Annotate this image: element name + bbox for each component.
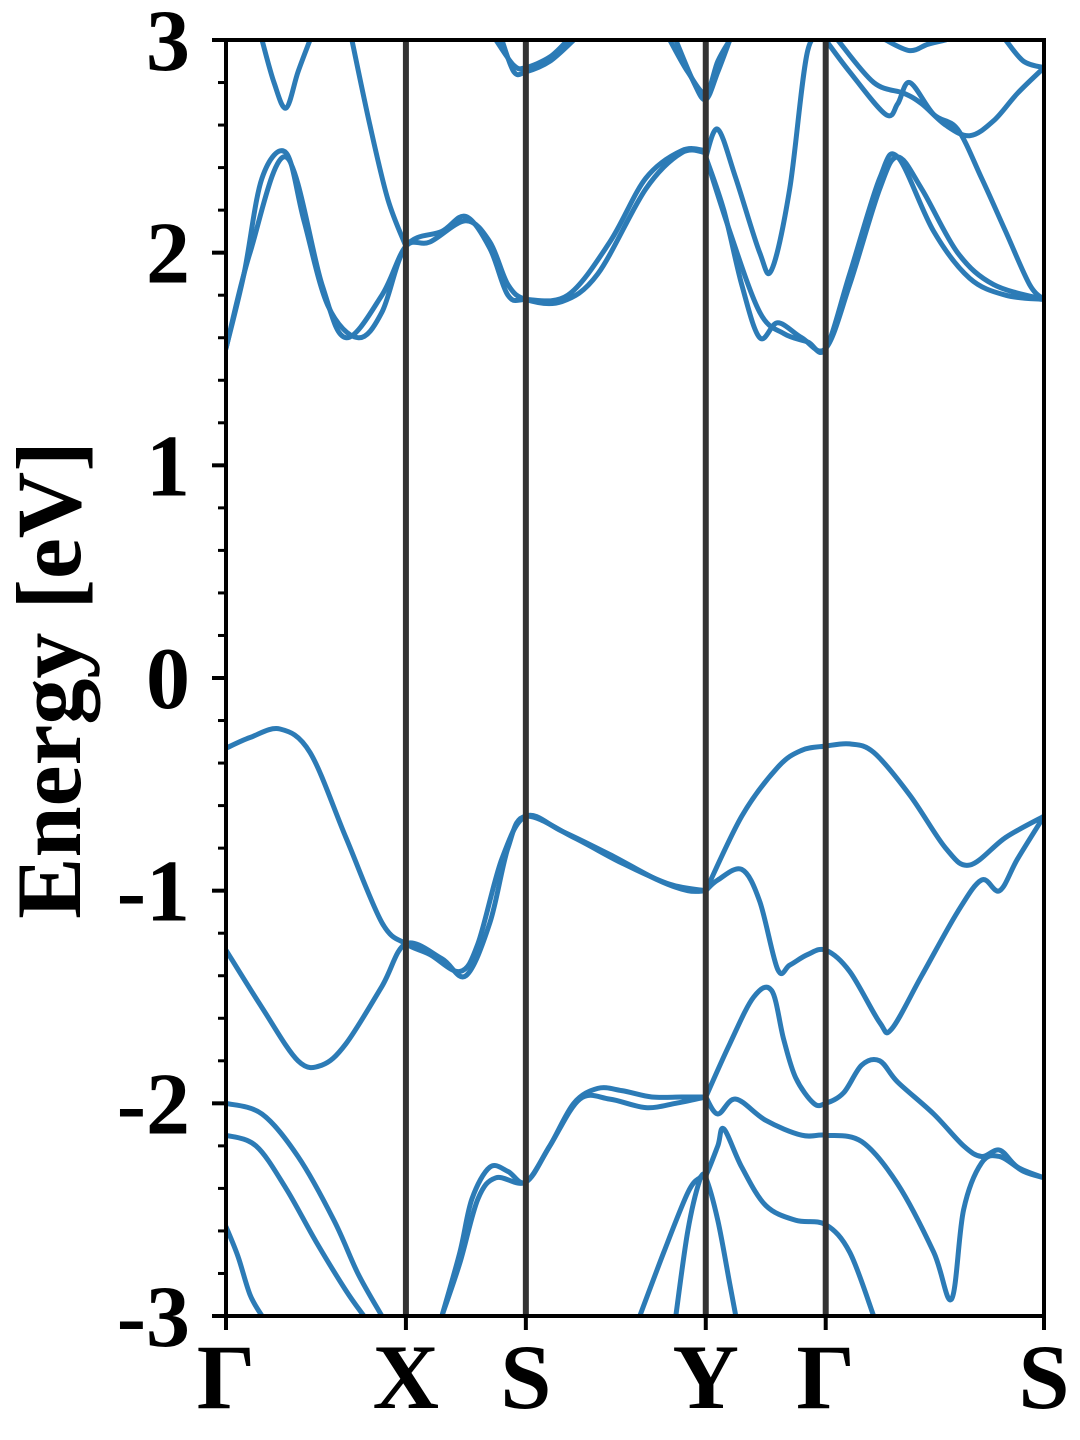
band-line-8 <box>439 1085 709 1316</box>
band-line-9 <box>439 1092 709 1316</box>
band-line-5 <box>226 1100 385 1316</box>
band-line-19 <box>259 40 313 111</box>
band-line-1 <box>226 726 709 975</box>
band-line-14 <box>226 147 709 351</box>
band-line-20 <box>349 40 409 249</box>
high-symmetry-lines <box>402 40 829 1316</box>
y-ticks: -3 -2 -1 0 1 2 3 <box>117 0 226 1366</box>
y-tick-label: 3 <box>146 0 190 90</box>
band-line-18 <box>703 151 1044 356</box>
band-lines <box>226 40 1044 1316</box>
x-tick-label: Γ <box>197 1326 256 1428</box>
y-tick-label: 0 <box>146 631 190 728</box>
band-line-15 <box>226 146 709 351</box>
band-line-26 <box>835 40 1044 139</box>
band-line-2 <box>226 813 709 1071</box>
band-line-28 <box>1003 40 1044 71</box>
band-line-4 <box>703 741 1044 894</box>
x-tick-label: S <box>1018 1326 1069 1428</box>
x-tick-label: Γ <box>796 1326 855 1428</box>
y-tick-label: -1 <box>117 844 190 941</box>
band-line-12 <box>703 984 1044 1181</box>
axes <box>224 38 1046 1318</box>
band-line-13 <box>703 1094 1044 1303</box>
y-axis-label: Energy [eV] <box>0 441 100 919</box>
x-tick-label: S <box>500 1326 551 1428</box>
x-tick-label: Y <box>673 1326 739 1428</box>
band-line-7 <box>226 1224 265 1316</box>
y-tick-label: 1 <box>146 418 190 515</box>
band-line-16 <box>703 40 829 277</box>
y-tick-label: 2 <box>146 206 190 303</box>
band-line-6 <box>226 1132 367 1316</box>
y-tick-label: -2 <box>117 1056 190 1153</box>
band-line-11 <box>673 1125 877 1316</box>
band-line-3 <box>703 813 1044 1036</box>
y-tick-label: -3 <box>117 1269 190 1366</box>
x-tick-label: X <box>373 1326 439 1428</box>
plot-frame <box>224 38 1046 1318</box>
